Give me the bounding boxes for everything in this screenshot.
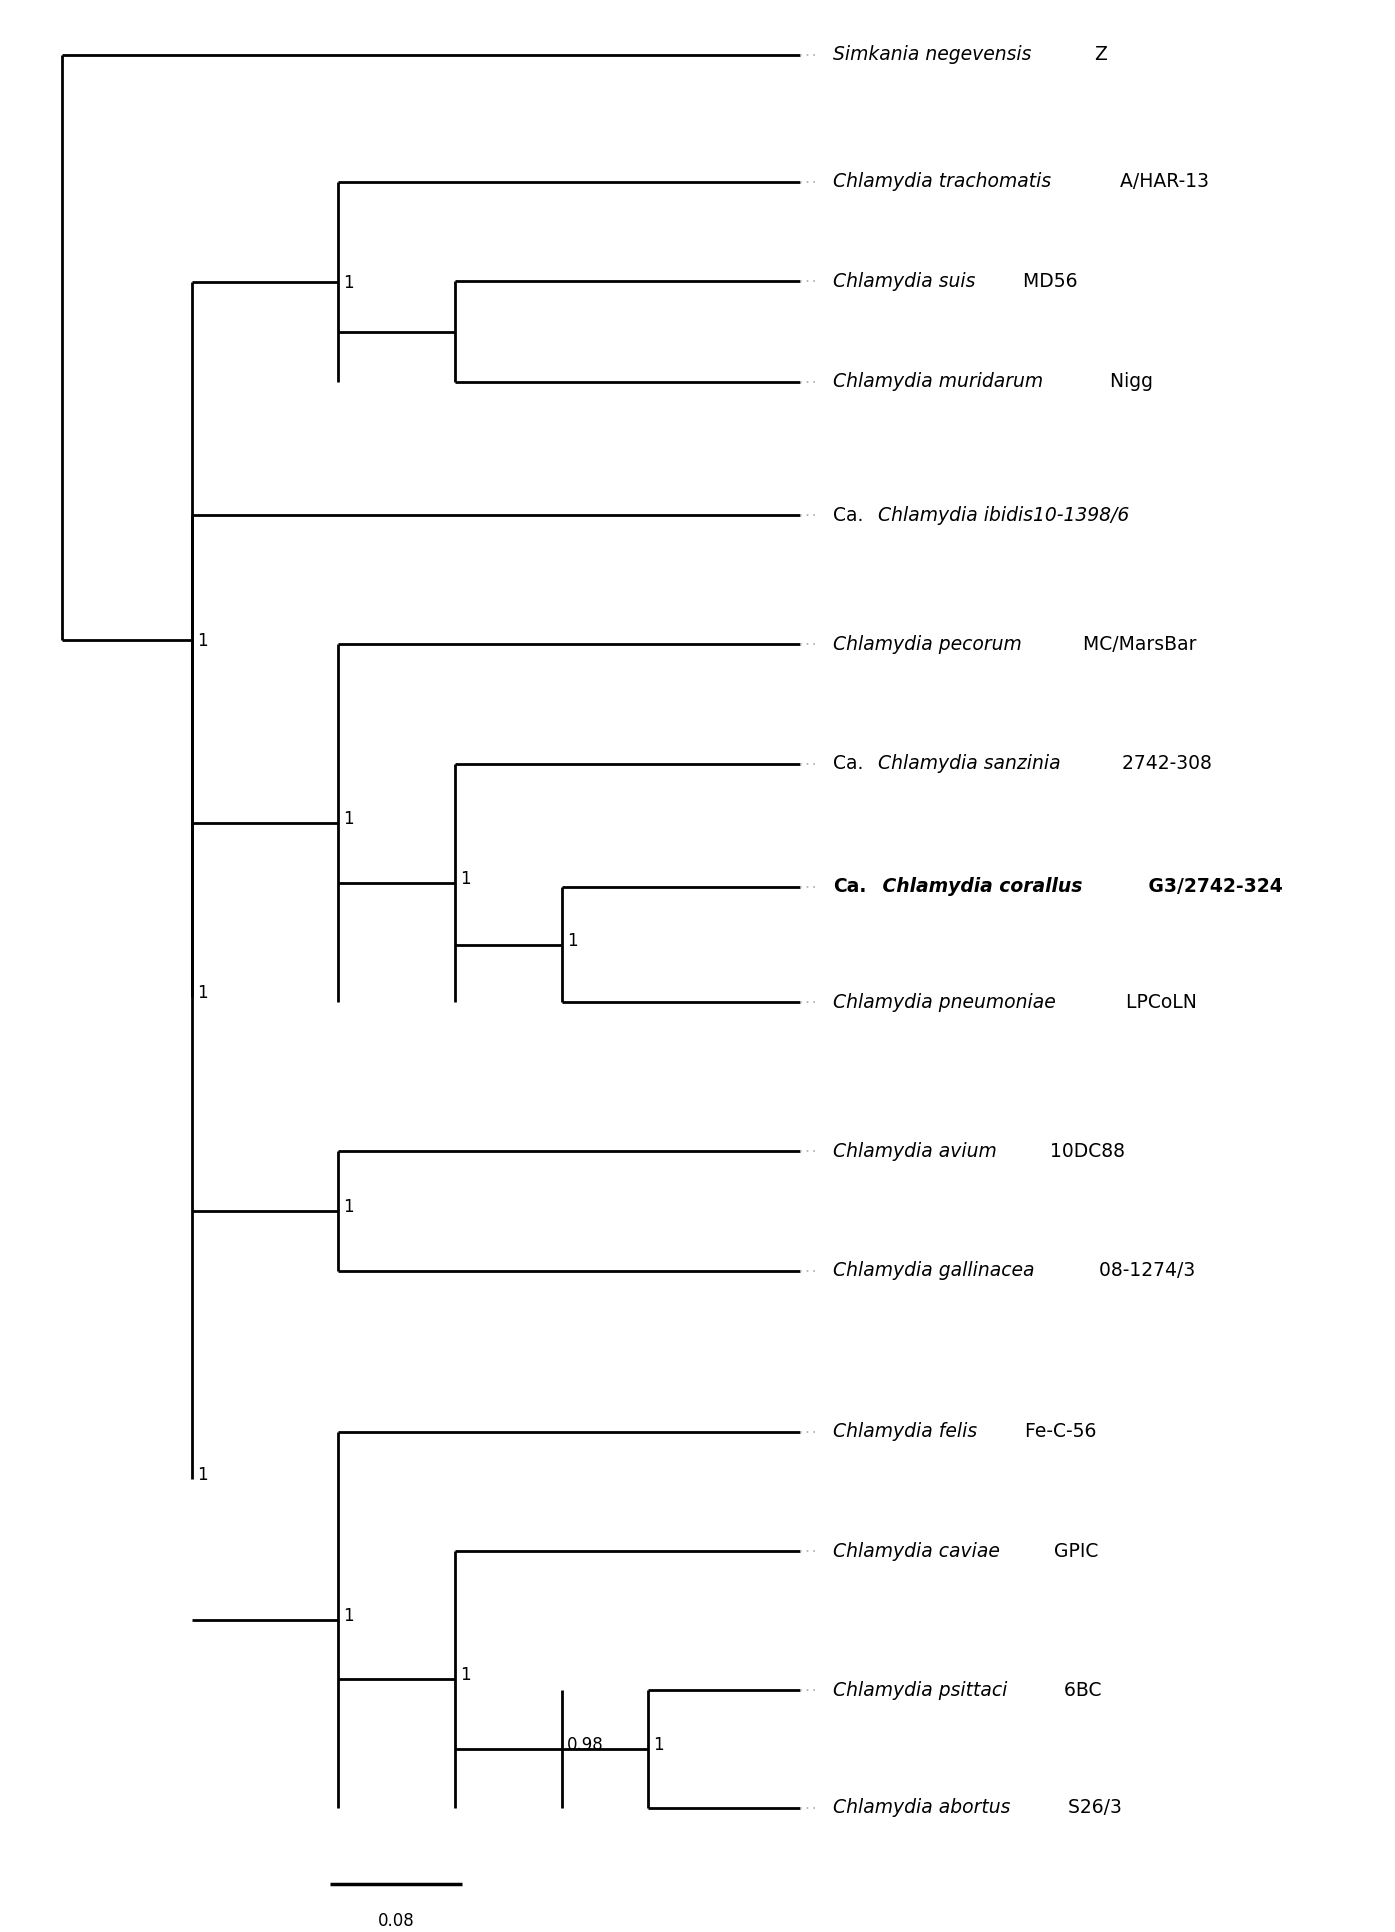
Text: 08-1274/3: 08-1274/3 [1094, 1262, 1196, 1281]
Text: Chlamydia pneumoniae: Chlamydia pneumoniae [833, 993, 1056, 1012]
Text: Chlamydia gallinacea: Chlamydia gallinacea [833, 1262, 1035, 1281]
Text: Chlamydia sanzinia: Chlamydia sanzinia [872, 753, 1060, 773]
Text: Chlamydia suis: Chlamydia suis [833, 272, 975, 292]
Text: 1: 1 [343, 1198, 353, 1215]
Text: Z: Z [1089, 44, 1108, 64]
Text: Chlamydia avium: Chlamydia avium [833, 1142, 997, 1161]
Text: Simkania negevensis: Simkania negevensis [833, 44, 1031, 64]
Text: 2742-308: 2742-308 [1116, 753, 1211, 773]
Text: A/HAR-13: A/HAR-13 [1115, 172, 1209, 191]
Text: 1: 1 [566, 931, 578, 949]
Text: G3/2742-324: G3/2742-324 [1143, 877, 1283, 896]
Text: Ca.: Ca. [833, 877, 866, 896]
Text: 1: 1 [460, 869, 470, 889]
Text: 1: 1 [197, 632, 208, 649]
Text: Chlamydia trachomatis: Chlamydia trachomatis [833, 172, 1050, 191]
Text: 1: 1 [197, 983, 208, 1003]
Text: MC/MarsBar: MC/MarsBar [1077, 636, 1196, 653]
Text: GPIC: GPIC [1048, 1542, 1099, 1561]
Text: Ca.: Ca. [833, 506, 864, 524]
Text: Nigg: Nigg [1103, 373, 1154, 392]
Text: Chlamydia abortus: Chlamydia abortus [833, 1799, 1010, 1818]
Text: 1: 1 [460, 1665, 470, 1685]
Text: 1: 1 [343, 274, 353, 292]
Text: 1: 1 [343, 1607, 353, 1625]
Text: Chlamydia ibidis10-1398/6: Chlamydia ibidis10-1398/6 [872, 506, 1130, 524]
Text: Ca.: Ca. [833, 753, 864, 773]
Text: Chlamydia psittaci: Chlamydia psittaci [833, 1681, 1007, 1700]
Text: 6BC: 6BC [1057, 1681, 1102, 1700]
Text: 1: 1 [197, 1466, 208, 1484]
Text: Chlamydia felis: Chlamydia felis [833, 1422, 976, 1441]
Text: 1: 1 [653, 1735, 664, 1754]
Text: 1: 1 [343, 810, 353, 829]
Text: 0.98: 0.98 [566, 1735, 604, 1754]
Text: Chlamydia caviae: Chlamydia caviae [833, 1542, 1000, 1561]
Text: LPCoLN: LPCoLN [1120, 993, 1197, 1012]
Text: Chlamydia pecorum: Chlamydia pecorum [833, 636, 1021, 653]
Text: Chlamydia muridarum: Chlamydia muridarum [833, 373, 1043, 392]
Text: Chlamydia corallus: Chlamydia corallus [876, 877, 1083, 896]
Text: 10DC88: 10DC88 [1045, 1142, 1126, 1161]
Text: MD56: MD56 [1017, 272, 1077, 292]
Text: 0.08: 0.08 [378, 1913, 414, 1930]
Text: S26/3: S26/3 [1062, 1799, 1122, 1818]
Text: Fe-C-56: Fe-C-56 [1018, 1422, 1096, 1441]
